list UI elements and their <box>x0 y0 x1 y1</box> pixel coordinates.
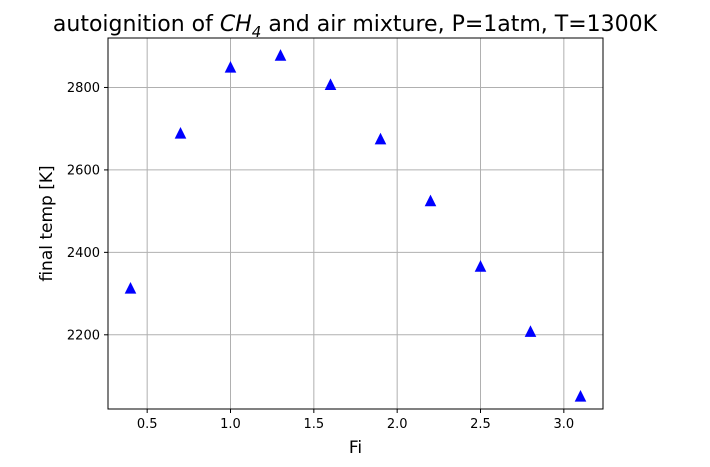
y-tick-label: 2800 <box>67 81 100 96</box>
x-tick-label: 1.0 <box>220 417 241 432</box>
title-suffix: and air mixture, P=1atm, T=1300K <box>261 12 657 37</box>
data-point <box>174 127 187 139</box>
data-points <box>124 49 587 402</box>
data-point <box>524 325 537 337</box>
x-axis-label: Fi <box>349 438 362 458</box>
data-point <box>374 132 387 145</box>
y-axis-label: final temp [K] <box>37 165 57 281</box>
x-tick-label: 0.5 <box>137 417 158 432</box>
title-prefix: autoignition of <box>53 12 220 37</box>
title-species-main: CH <box>220 12 252 37</box>
data-point <box>224 61 237 73</box>
data-point <box>274 49 287 61</box>
data-point <box>474 260 487 272</box>
grid-layer <box>108 38 603 409</box>
x-tick-label: 2.5 <box>470 417 491 432</box>
chart-title: autoignition of CH4 and air mixture, P=1… <box>53 12 658 41</box>
x-tick-label: 1.5 <box>303 417 324 432</box>
ticks-layer: 0.5 1.0 1.5 2.0 2.5 3.0 2200 2400 2600 2800 <box>67 81 574 432</box>
y-tick-label: 2600 <box>67 163 100 178</box>
plot-frame <box>107 37 604 410</box>
title-species-sub: 4 <box>252 23 262 41</box>
x-tick-label: 2.0 <box>387 417 408 432</box>
y-tick-label: 2200 <box>67 328 100 343</box>
data-point <box>424 194 437 207</box>
x-tick-label: 3.0 <box>553 417 574 432</box>
data-point <box>574 390 587 402</box>
data-point <box>324 78 337 90</box>
data-point <box>124 282 137 294</box>
y-tick-label: 2400 <box>67 246 100 261</box>
